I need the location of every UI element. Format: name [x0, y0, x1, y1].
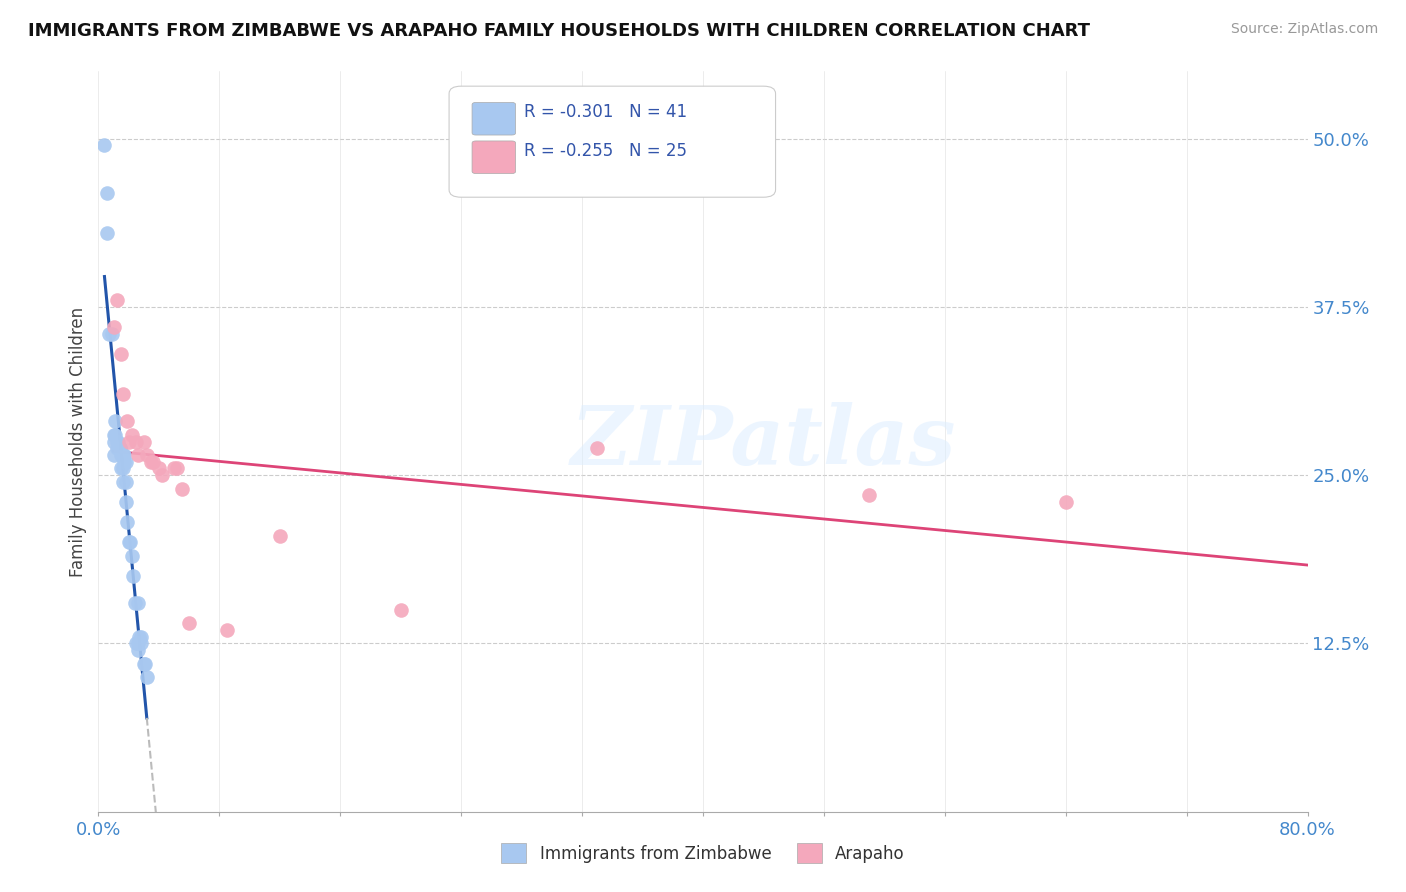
- Text: IMMIGRANTS FROM ZIMBABWE VS ARAPAHO FAMILY HOUSEHOLDS WITH CHILDREN CORRELATION : IMMIGRANTS FROM ZIMBABWE VS ARAPAHO FAMI…: [28, 22, 1090, 40]
- Point: [215, 623, 238, 637]
- Point: [110, 347, 132, 361]
- Point: [179, 616, 201, 631]
- Point: [111, 475, 134, 489]
- Point: [170, 482, 193, 496]
- Text: R = -0.255   N = 25: R = -0.255 N = 25: [524, 142, 688, 160]
- Point: [110, 461, 132, 475]
- Point: [124, 596, 146, 610]
- Point: [125, 434, 148, 449]
- Point: [148, 461, 170, 475]
- Point: [129, 636, 152, 650]
- Point: [114, 455, 136, 469]
- Point: [111, 448, 134, 462]
- Point: [93, 138, 115, 153]
- Point: [114, 495, 136, 509]
- Point: [132, 657, 155, 671]
- Point: [141, 455, 163, 469]
- Text: Source: ZipAtlas.com: Source: ZipAtlas.com: [1230, 22, 1378, 37]
- Point: [128, 630, 150, 644]
- Point: [105, 434, 128, 449]
- Point: [118, 434, 141, 449]
- Point: [121, 427, 143, 442]
- Point: [389, 603, 412, 617]
- Point: [125, 636, 148, 650]
- Point: [108, 442, 131, 456]
- Point: [120, 535, 142, 549]
- Point: [134, 657, 156, 671]
- Point: [127, 643, 149, 657]
- Point: [163, 461, 186, 475]
- Point: [127, 596, 149, 610]
- Point: [132, 434, 155, 449]
- Point: [104, 427, 127, 442]
- Point: [111, 461, 134, 475]
- Point: [166, 461, 188, 475]
- Text: R = -0.301   N = 41: R = -0.301 N = 41: [524, 103, 688, 121]
- FancyBboxPatch shape: [449, 87, 776, 197]
- Point: [103, 434, 125, 449]
- Point: [112, 455, 135, 469]
- Point: [135, 448, 157, 462]
- Point: [127, 448, 149, 462]
- Point: [150, 468, 173, 483]
- Text: ZIPatlas: ZIPatlas: [571, 401, 956, 482]
- Point: [121, 549, 143, 563]
- Point: [103, 448, 125, 462]
- Legend: Immigrants from Zimbabwe, Arapaho: Immigrants from Zimbabwe, Arapaho: [495, 837, 911, 870]
- Y-axis label: Family Households with Children: Family Households with Children: [69, 307, 87, 576]
- Point: [105, 442, 128, 456]
- Point: [135, 670, 157, 684]
- Point: [269, 529, 291, 543]
- Point: [115, 414, 138, 428]
- Point: [96, 226, 118, 240]
- Point: [142, 455, 165, 469]
- Point: [96, 186, 118, 200]
- Point: [118, 535, 141, 549]
- Point: [98, 326, 121, 341]
- Point: [112, 448, 135, 462]
- Point: [103, 320, 125, 334]
- Point: [107, 434, 129, 449]
- Point: [122, 569, 145, 583]
- Point: [1054, 495, 1077, 509]
- FancyBboxPatch shape: [472, 103, 516, 135]
- Point: [103, 427, 125, 442]
- Point: [858, 488, 880, 502]
- Point: [108, 442, 131, 456]
- Point: [127, 636, 149, 650]
- Point: [110, 448, 132, 462]
- FancyBboxPatch shape: [472, 141, 516, 174]
- Point: [115, 516, 138, 530]
- Point: [586, 442, 609, 456]
- Point: [105, 293, 128, 308]
- Point: [101, 326, 124, 341]
- Point: [114, 475, 136, 489]
- Point: [129, 630, 152, 644]
- Point: [104, 414, 127, 428]
- Point: [111, 387, 134, 401]
